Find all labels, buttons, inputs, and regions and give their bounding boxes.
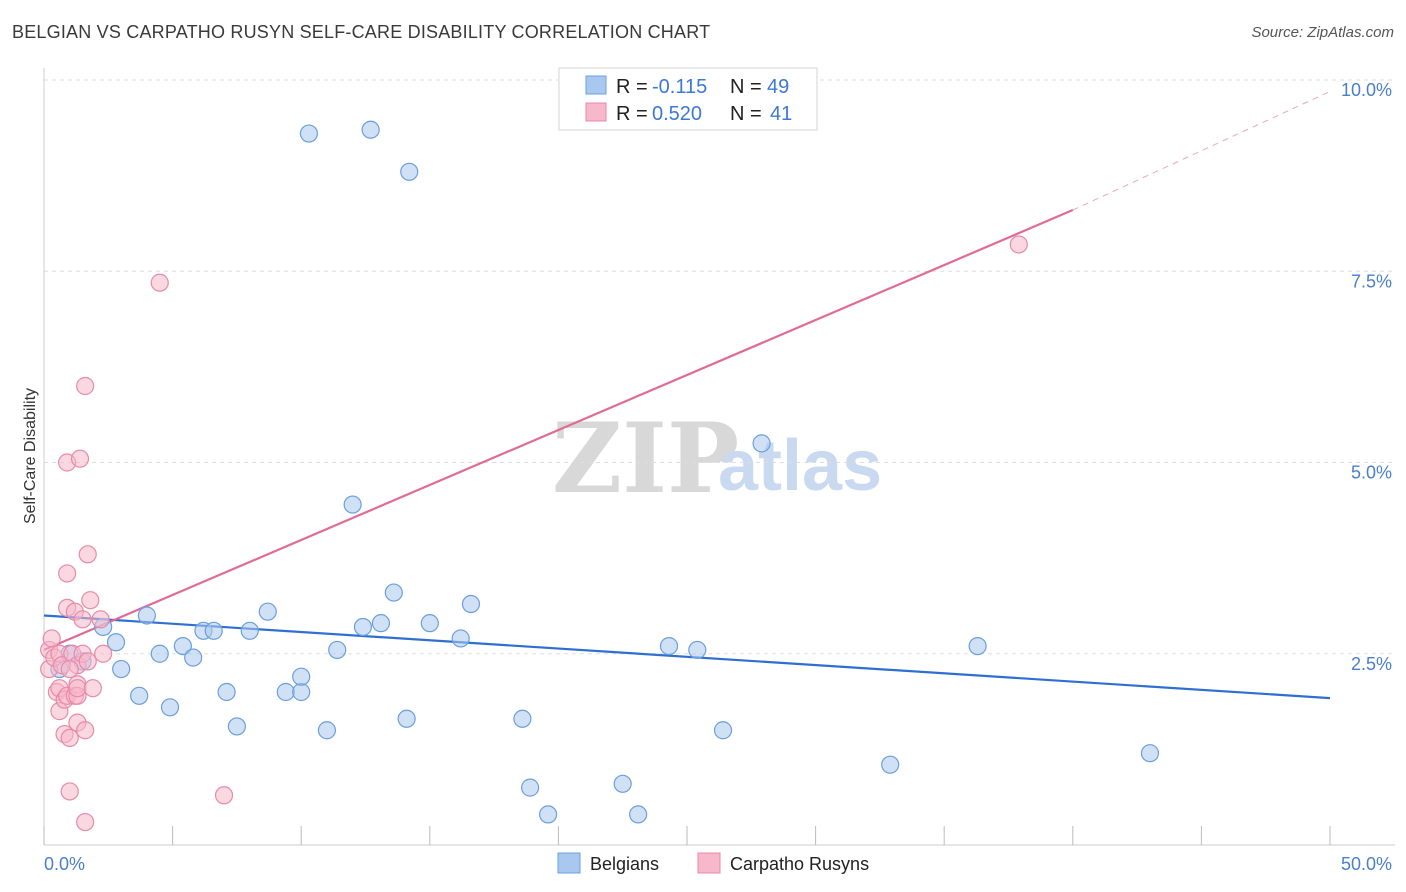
belgian-point-23 xyxy=(328,640,347,660)
belgian-point-13 xyxy=(204,621,223,640)
belgian-point-27 xyxy=(371,614,391,633)
bottom-legend-belgian-swatch xyxy=(557,852,581,874)
belgian-point-4 xyxy=(106,633,126,652)
y-tick-label-3: 10.0% xyxy=(1341,80,1392,100)
rusyn-point-16 xyxy=(60,782,79,801)
belgian-point-25 xyxy=(353,617,373,637)
trend-line-belgians xyxy=(43,614,1331,700)
legend-belgian-r-value: -0.115 xyxy=(652,76,707,98)
belgian-point-5 xyxy=(112,659,131,679)
rusyn-point-30 xyxy=(78,652,97,671)
legend-belgian-n-value: 49 xyxy=(767,76,789,98)
rusyn-point-34 xyxy=(91,610,110,629)
belgian-point-11 xyxy=(184,648,203,667)
y-axis-title: Self-Care Disability xyxy=(22,388,39,524)
trend-lines xyxy=(43,91,1331,700)
watermark-zip: ZIP xyxy=(552,402,739,515)
rusyn-point-28 xyxy=(76,721,95,740)
series-legend: Belgians Carpatho Rusyns xyxy=(557,852,869,874)
belgian-point-10 xyxy=(173,636,192,656)
rusyn-point-15 xyxy=(60,728,79,748)
belgian-point-38 xyxy=(629,805,648,824)
belgian-point-28 xyxy=(384,583,403,602)
x-tick-label-min: 0.0% xyxy=(44,854,85,874)
rusyn-point-2 xyxy=(42,629,61,648)
belgian-point-36 xyxy=(539,805,558,824)
x-ticks xyxy=(43,826,1331,845)
belgian-point-16 xyxy=(240,621,259,640)
legend-rusyn-n-value: 41 xyxy=(770,103,792,125)
rusyn-point-32 xyxy=(76,812,95,832)
chart-title: BELGIAN VS CARPATHO RUSYN SELF-CARE DISA… xyxy=(12,22,711,42)
y-tick-labels: 2.5% 5.0% 7.5% 10.0% xyxy=(1341,80,1392,674)
belgian-point-7 xyxy=(137,606,156,625)
rusyn-point-36 xyxy=(150,273,169,292)
belgian-point-43 xyxy=(881,755,900,774)
rusyn-point-39 xyxy=(60,659,79,679)
belgian-point-45 xyxy=(1140,744,1160,763)
belgian-point-41 xyxy=(713,721,733,740)
bottom-legend-belgian-label: Belgians xyxy=(590,854,659,874)
chart-source: Source: ZipAtlas.com xyxy=(1251,24,1394,41)
belgian-point-19 xyxy=(299,124,319,143)
belgian-point-8 xyxy=(150,644,169,663)
belgian-point-33 xyxy=(461,594,481,614)
belgian-point-17 xyxy=(258,602,277,621)
belgian-point-14 xyxy=(217,682,236,702)
belgian-point-26 xyxy=(361,120,380,139)
rusyn-point-25 xyxy=(68,679,87,698)
axes xyxy=(43,68,1395,846)
rusyn-point-24 xyxy=(70,449,90,468)
belgian-point-34 xyxy=(513,709,532,728)
legend-belgian-swatch xyxy=(585,75,607,95)
correlation-legend: R = -0.115 N = 49 R = 0.520 N = 41 xyxy=(558,67,818,131)
rusyn-point-40 xyxy=(1009,235,1028,254)
belgian-point-29 xyxy=(397,709,416,728)
rusyn-point-29 xyxy=(76,376,95,396)
belgian-point-15 xyxy=(227,717,246,736)
y-tick-label-1: 5.0% xyxy=(1351,463,1392,483)
belgian-point-21 xyxy=(292,667,311,686)
belgian-point-42 xyxy=(752,434,771,453)
gridlines xyxy=(44,79,1395,655)
bottom-legend-rusyn-label: Carpatho Rusyns xyxy=(730,854,869,874)
rusyn-point-31 xyxy=(78,545,97,564)
belgian-point-39 xyxy=(659,636,679,656)
y-tick-label-0: 2.5% xyxy=(1351,654,1392,674)
belgian-point-32 xyxy=(451,629,470,648)
rusyn-point-37 xyxy=(214,786,234,805)
x-tick-label-max: 50.0% xyxy=(1341,854,1392,874)
trend-line-rusyns-extension xyxy=(1072,91,1331,211)
watermark-atlas: atlas xyxy=(718,426,882,506)
rusyn-point-33 xyxy=(83,679,102,698)
bottom-legend-rusyn-swatch xyxy=(697,852,721,874)
belgian-point-44 xyxy=(968,636,987,656)
legend-rusyn-n-label: N = xyxy=(730,103,762,125)
belgian-point-35 xyxy=(521,778,540,797)
legend-rusyn-swatch xyxy=(585,102,607,122)
legend-belgian-n-label: N = xyxy=(730,76,762,98)
belgian-point-18 xyxy=(276,682,295,702)
belgian-point-31 xyxy=(420,614,439,633)
belgian-point-22 xyxy=(317,721,337,740)
rusyn-point-35 xyxy=(94,644,113,663)
y-tick-label-2: 7.5% xyxy=(1351,271,1392,291)
belgian-point-37 xyxy=(613,774,632,793)
belgian-point-9 xyxy=(160,698,180,717)
belgian-point-24 xyxy=(343,495,362,514)
belgian-point-20 xyxy=(292,682,311,702)
rusyn-point-12 xyxy=(58,564,77,583)
trend-line-rusyns xyxy=(43,209,1074,651)
legend-rusyn-r-label: R = xyxy=(616,103,648,125)
belgian-point-6 xyxy=(130,686,149,705)
legend-belgian-r-label: R = xyxy=(616,76,648,98)
legend-rusyn-r-value: 0.520 xyxy=(652,103,702,125)
belgian-point-40 xyxy=(688,640,707,660)
rusyn-point-27 xyxy=(73,610,92,629)
rusyn-point-38 xyxy=(81,591,100,610)
belgian-point-30 xyxy=(400,162,419,181)
data-points xyxy=(40,120,1160,832)
